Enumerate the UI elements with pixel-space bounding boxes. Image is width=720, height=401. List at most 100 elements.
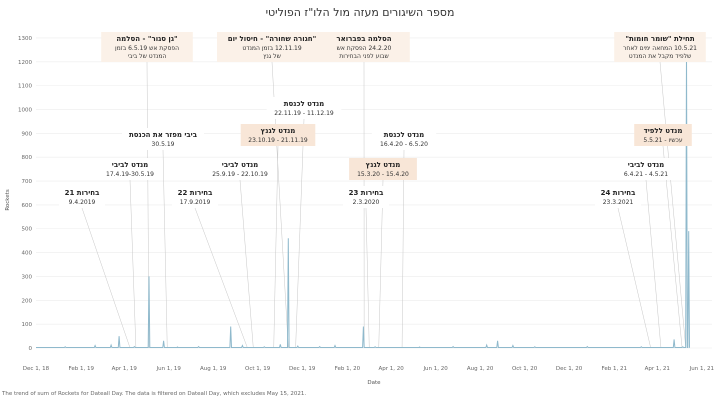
annotation-subtitle: 12.11.19 בזמן המנדט — [242, 45, 302, 52]
annotation: מנדט לכנסת 16.4.20 - 6.5.20 — [371, 128, 437, 150]
annotation-leader-line — [659, 61, 686, 349]
annotation: מנדט לגנץ 15.3.20 - 15.4.20 — [349, 158, 417, 180]
annotation-box — [318, 32, 410, 62]
y-tick-label: 700 — [22, 179, 33, 185]
annotation-subtitle: 9.4.2019 — [69, 199, 96, 206]
annotation-leader-line — [194, 207, 248, 349]
annotation-title: מנדט לכנסת — [284, 100, 324, 108]
annotation: "גן סגור" - הסלמה הפסקת אש 6.5.19 בזמןהמנ… — [101, 32, 193, 62]
annotation: מנדט לביבי 6.4.21 - 4.5.21 — [615, 158, 677, 180]
chart-title: מספר השיגורים מעזה מול הלו"ז הפוליטי — [266, 6, 455, 19]
annotation-subtitle: 17.4.19-30.5.19 — [106, 171, 154, 178]
annotation-box — [122, 128, 204, 150]
x-axis-label: Date — [367, 380, 381, 386]
y-tick-label: 1100 — [18, 84, 32, 90]
annotation-subtitle: 15.3.20 - 15.4.20 — [357, 171, 409, 178]
annotation-box — [343, 186, 389, 208]
annotation-leader-lines — [81, 61, 686, 349]
annotation-subtitle: הפסקת אש 6.5.19 בזמן — [115, 45, 179, 52]
annotation-box — [595, 186, 641, 208]
annotation-title: "חגורה שחורה" - חיסול יום — [228, 35, 316, 43]
rockets-series-line — [35, 45, 691, 349]
annotation-box — [217, 32, 327, 62]
y-tick-label: 500 — [22, 227, 33, 233]
y-axis-label: Rockets — [5, 189, 11, 210]
annotation-subtitle: 5.5.21 - עכשיו — [643, 137, 682, 144]
annotation-box — [240, 124, 316, 146]
x-tick-label: Jun 1, 20 — [422, 366, 448, 372]
annotation-subtitle: 23.3.2021 — [603, 199, 634, 206]
annotation-subtitle: 24.2.20 הפסקת אש — [337, 45, 392, 52]
x-axis-ticks: Dec 1, 18 Feb 1, 19 Apr 1, 19 Jun 1, 19 Aug … — [23, 366, 714, 372]
annotation-title: בחירות 23 — [349, 189, 384, 197]
annotation-title: בחירות 21 — [65, 189, 100, 197]
y-tick-label: 1000 — [18, 107, 32, 113]
annotation-title: בחירות 22 — [178, 189, 213, 197]
annotation: מנדט לגנץ 23.10.19 - 21.11.19 — [240, 124, 316, 146]
y-tick-label: 400 — [22, 251, 33, 257]
annotation-box — [99, 158, 161, 180]
annotation-subtitle: 10.5.21 המחאה ימים לאחר — [623, 45, 697, 52]
annotation-box — [371, 128, 437, 150]
annotation: תחילת "שומר חומות" 10.5.21 המחאה ימים לאח… — [614, 32, 706, 62]
x-tick-label: Dec 1, 19 — [289, 366, 316, 372]
annotation-leader-line — [162, 149, 168, 349]
annotation-title: בחירות 24 — [601, 189, 636, 197]
annotation-subtitle: 6.4.21 - 4.5.21 — [624, 171, 668, 178]
x-tick-label: Oct 1, 20 — [512, 366, 538, 372]
annotation-title: מנדט לכנסת — [384, 131, 424, 139]
annotation-subtitle: המנדט של ביבי — [128, 53, 167, 60]
annotation: "חגורה שחורה" - חיסול יום 12.11.19 בזמן ה… — [217, 32, 327, 62]
annotation-subtitle: 30.5.19 — [152, 141, 175, 148]
annotation: בחירות 22 17.9.2019 — [172, 186, 218, 208]
x-tick-label: Jun 1, 21 — [689, 366, 714, 372]
annotation-box — [615, 158, 677, 180]
y-axis-ticks: 0 100 200 300 400 500 600 700 800 900 1000 1100 1200… — [18, 36, 33, 352]
x-tick-label: Aug 1, 19 — [200, 366, 227, 372]
annotation-subtitle: 16.4.20 - 6.5.20 — [380, 141, 428, 148]
annotation: מנדט ללפיד 5.5.21 - עכשיו — [634, 124, 692, 146]
annotation-subtitle: 22.11.19 - 11.12.19 — [274, 110, 334, 117]
x-tick-label: Aug 1, 20 — [467, 366, 494, 372]
annotation-subtitle: שלפיד מקבל את המנדט — [629, 53, 691, 60]
y-tick-label: 0 — [29, 346, 33, 352]
annotation: מנדט לכנסת 22.11.19 - 11.12.19 — [266, 97, 342, 119]
x-tick-label: Apr 1, 20 — [379, 366, 405, 372]
annotation-title: מנדט לביבי — [112, 161, 148, 169]
annotation-box — [349, 158, 417, 180]
annotation: בחירות 24 23.3.2021 — [595, 186, 641, 208]
y-tick-label: 100 — [22, 322, 33, 328]
annotation-box — [614, 32, 706, 62]
y-tick-label: 600 — [22, 203, 33, 209]
annotation-title: מנדט לביבי — [628, 161, 664, 169]
chart-caption: The trend of sum of Rockets for Dateall … — [2, 391, 307, 397]
annotation: בחירות 23 2.3.2020 — [343, 186, 389, 208]
annotation-leader-line — [81, 207, 131, 349]
annotation-box — [204, 158, 276, 180]
annotations: בחירות 21 9.4.2019 מנדט לביבי 17.4.19-30.5.… — [59, 32, 706, 208]
annotation-subtitle: 25.9.19 - 22.10.19 — [212, 171, 268, 178]
annotation-title: מנדט לביבי — [222, 161, 258, 169]
x-tick-label: Apr 1, 19 — [112, 366, 138, 372]
y-tick-label: 800 — [22, 155, 33, 161]
annotation-subtitle: 17.9.2019 — [180, 199, 211, 206]
x-tick-label: Feb 1, 19 — [68, 366, 94, 372]
x-tick-label: Jun 1, 19 — [156, 366, 182, 372]
x-tick-label: Feb 1, 21 — [602, 366, 627, 372]
annotation-title: מנדט לגנץ — [261, 127, 296, 135]
annotation-box — [172, 186, 218, 208]
annotation-leader-line — [617, 207, 651, 349]
annotation-box — [634, 124, 692, 146]
x-tick-label: Dec 1, 18 — [23, 366, 50, 372]
y-tick-label: 900 — [22, 131, 33, 137]
annotation: מנדט לביבי 25.9.19 - 22.10.19 — [204, 158, 276, 180]
annotation-title: תחילת "שומר חומות" — [625, 35, 695, 43]
x-tick-label: Dec 1, 20 — [556, 366, 583, 372]
x-tick-label: Oct 1, 19 — [245, 366, 271, 372]
annotation-box — [101, 32, 193, 62]
annotation-leader-line — [273, 145, 279, 349]
annotation-leader-line — [365, 207, 370, 349]
y-tick-label: 300 — [22, 274, 33, 280]
